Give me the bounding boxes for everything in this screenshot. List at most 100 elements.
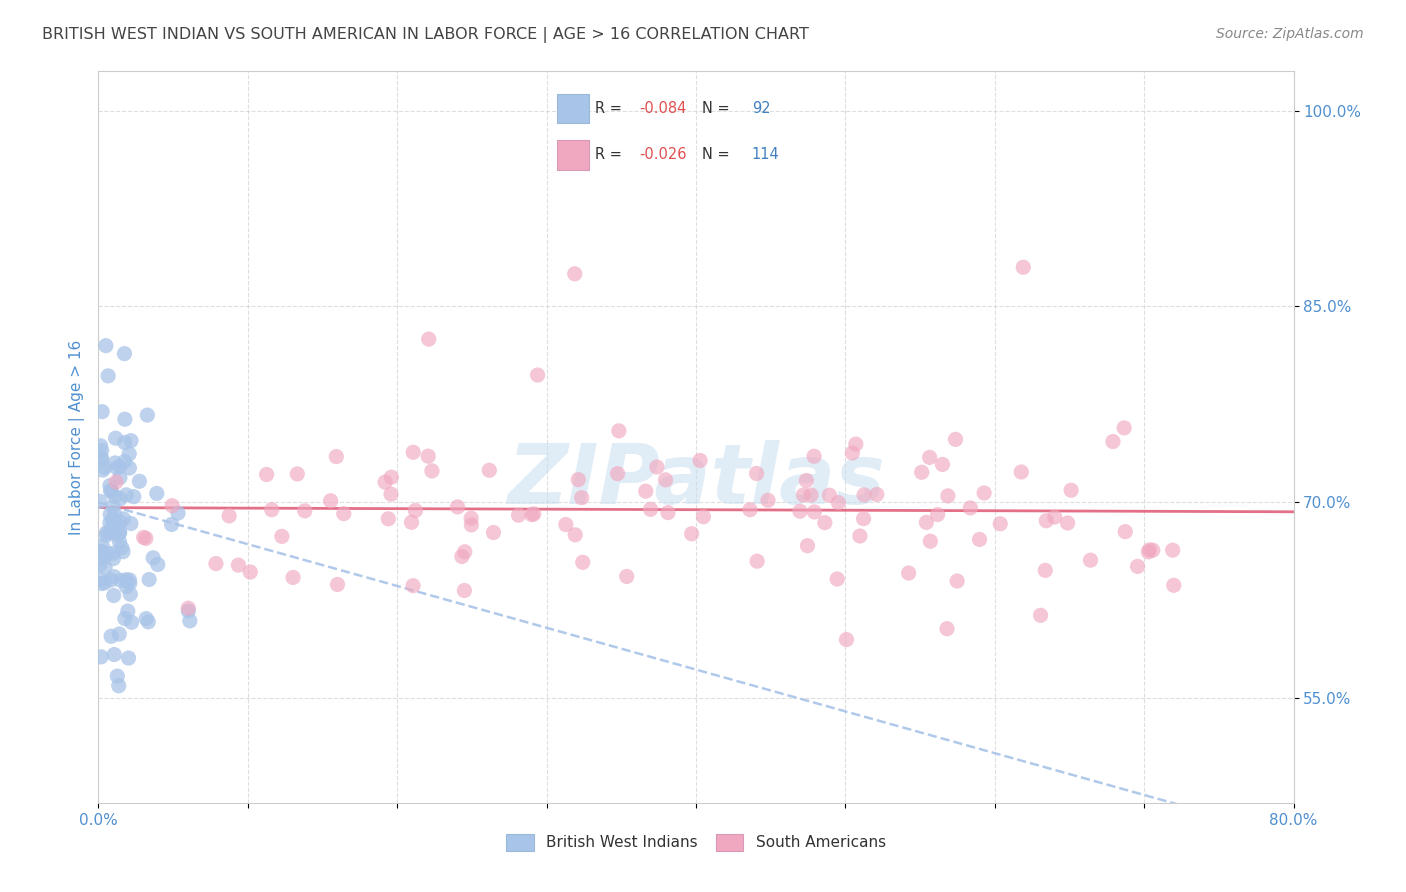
Point	[401, 516, 423, 530]
Point	[104, 456, 127, 470]
Point	[90, 443, 112, 458]
Point	[177, 601, 200, 615]
Point	[818, 488, 841, 502]
Point	[1137, 545, 1160, 559]
Point	[796, 539, 818, 553]
Point	[482, 525, 505, 540]
Point	[640, 502, 662, 516]
Point	[91, 463, 114, 477]
Point	[114, 454, 136, 468]
Point	[1161, 543, 1184, 558]
Point	[1056, 516, 1078, 530]
Point	[115, 579, 138, 593]
Point	[1080, 553, 1102, 567]
Point	[915, 516, 938, 530]
Point	[94, 339, 117, 353]
Point	[657, 506, 679, 520]
Point	[103, 513, 125, 527]
Point	[897, 566, 920, 580]
Point	[1060, 483, 1083, 498]
Point	[103, 569, 125, 583]
Point	[1029, 608, 1052, 623]
Point	[969, 533, 991, 547]
Point	[841, 446, 863, 460]
Point	[97, 547, 120, 561]
Point	[107, 679, 129, 693]
Point	[104, 507, 127, 521]
Point	[526, 368, 548, 382]
Point	[454, 545, 477, 559]
Point	[108, 459, 131, 474]
Point	[852, 511, 875, 525]
Point	[814, 516, 837, 530]
Point	[115, 488, 138, 502]
Point	[132, 530, 155, 544]
Point	[90, 450, 112, 465]
Point	[94, 560, 117, 574]
Point	[402, 579, 425, 593]
Point	[380, 470, 402, 484]
Point	[115, 573, 138, 587]
Point	[835, 632, 858, 647]
Point	[446, 500, 468, 514]
Point	[927, 508, 949, 522]
Point	[108, 526, 131, 541]
Point	[1114, 524, 1136, 539]
Point	[460, 511, 482, 525]
Point	[97, 368, 120, 383]
Point	[800, 488, 823, 502]
Point	[285, 467, 308, 481]
Point	[803, 505, 825, 519]
Point	[142, 550, 165, 565]
Point	[946, 574, 969, 588]
Point	[606, 467, 628, 481]
Point	[825, 572, 848, 586]
Point	[1010, 465, 1032, 479]
Point	[1163, 578, 1185, 592]
Point	[1126, 559, 1149, 574]
Point	[89, 572, 111, 586]
Point	[654, 473, 676, 487]
Point	[745, 554, 768, 568]
Y-axis label: In Labor Force | Age > 16: In Labor Force | Age > 16	[69, 340, 84, 534]
Point	[973, 486, 995, 500]
Point	[571, 491, 593, 505]
Point	[118, 573, 141, 587]
Point	[326, 577, 349, 591]
Point	[160, 499, 183, 513]
Point	[120, 587, 142, 601]
Point	[89, 494, 111, 508]
Point	[319, 493, 342, 508]
Point	[571, 555, 593, 569]
Point	[745, 467, 768, 481]
Point	[1035, 514, 1057, 528]
Point	[100, 629, 122, 643]
Point	[1043, 510, 1066, 524]
Point	[114, 346, 136, 360]
Point	[931, 458, 953, 472]
Point	[93, 460, 115, 475]
Point	[478, 463, 501, 477]
Point	[866, 487, 889, 501]
Point	[100, 484, 122, 499]
Point	[205, 557, 228, 571]
Point	[1114, 421, 1136, 435]
Point	[451, 549, 474, 564]
Point	[945, 433, 967, 447]
Point	[239, 565, 262, 579]
Point	[228, 558, 250, 573]
Point	[105, 527, 128, 541]
Point	[112, 544, 135, 558]
Point	[853, 488, 876, 502]
Point	[120, 434, 142, 448]
Point	[911, 465, 934, 479]
Point	[420, 464, 443, 478]
Legend: British West Indians, South Americans: British West Indians, South Americans	[501, 828, 891, 857]
Point	[90, 544, 112, 558]
Point	[616, 569, 638, 583]
Point	[849, 529, 872, 543]
Point	[103, 589, 125, 603]
Point	[105, 461, 128, 475]
Point	[332, 507, 354, 521]
Point	[136, 615, 159, 629]
